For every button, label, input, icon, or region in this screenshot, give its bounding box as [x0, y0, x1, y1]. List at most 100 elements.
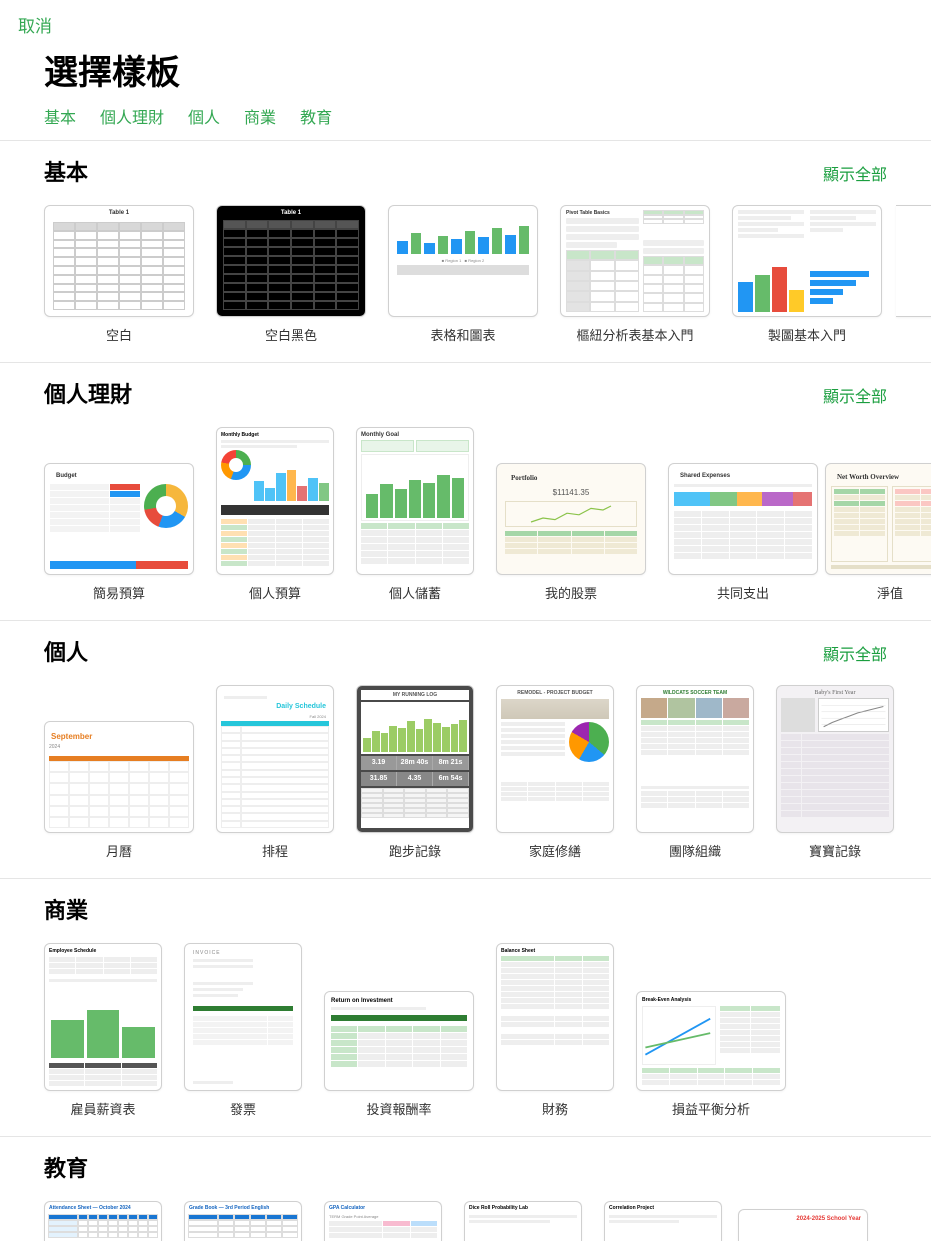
section-business: 商業 Employee Schedule 雇員薪資表 INVOICE	[0, 878, 931, 1136]
template-peek[interactable]	[904, 205, 928, 344]
page-title: 選擇樣板	[0, 37, 931, 100]
thumb-title: Table 1	[217, 206, 365, 218]
section-finance: 個人理財 顯示全部 Budget 簡易預算 Monthly Budget	[0, 362, 931, 620]
template-label: 寶寶記錄	[809, 841, 861, 860]
thumb-title: MY RUNNING LOG	[361, 690, 469, 700]
section-personal: 個人 顯示全部 September 2024 月曆 Daily Schedule…	[0, 620, 931, 878]
thumb-title: Return on Investment	[331, 998, 467, 1004]
schedule-sub: Fall 2024	[221, 714, 329, 721]
tab-basic[interactable]: 基本	[44, 104, 76, 128]
show-all-finance[interactable]: 顯示全部	[823, 383, 887, 407]
template-label: 我的股票	[545, 583, 597, 602]
section-title-education: 教育	[44, 1151, 88, 1183]
template-savings[interactable]: Monthly Goal 個人儲蓄	[356, 427, 474, 602]
template-label: 淨值	[877, 583, 903, 602]
template-team-roster[interactable]: WILDCATS SOCCER TEAM 團隊組織	[636, 685, 754, 860]
show-all-personal[interactable]: 顯示全部	[823, 641, 887, 665]
thumb-title: Daily Schedule	[221, 699, 329, 714]
section-title-basic: 基本	[44, 155, 88, 187]
show-all-basic[interactable]: 顯示全部	[823, 161, 887, 185]
template-label: 跑步記錄	[389, 841, 441, 860]
template-employee-schedule[interactable]: Employee Schedule 雇員薪資表	[44, 943, 162, 1118]
portfolio-amount: $11141.35	[505, 488, 637, 497]
thumb-title: Portfolio	[505, 470, 637, 484]
template-label: 個人預算	[249, 583, 301, 602]
template-charts-tables[interactable]: ■ Region 1 ■ Region 2 表格和圖表	[388, 205, 538, 344]
template-gradebook[interactable]: Grade Book — 3rd Period English	[184, 1201, 302, 1241]
tab-education[interactable]: 教育	[300, 104, 332, 128]
section-education: 教育 Attendance Sheet — October 2024 Grade…	[0, 1136, 931, 1251]
template-label: 製圖基本入門	[768, 325, 846, 344]
thumb-title: REMODEL - PROJECT BUDGET	[501, 690, 609, 696]
template-attendance[interactable]: Attendance Sheet — October 2024	[44, 1201, 162, 1241]
template-label: 團隊組織	[669, 841, 721, 860]
template-label: 月曆	[106, 841, 132, 860]
thumb-title: Employee Schedule	[49, 948, 157, 954]
template-label: 發票	[230, 1099, 256, 1118]
tab-personal[interactable]: 個人	[188, 104, 220, 128]
template-calendar[interactable]: September 2024 月曆	[44, 685, 194, 860]
thumb-title: Attendance Sheet — October 2024	[45, 1202, 161, 1214]
template-label: 投資報酬率	[366, 1099, 431, 1118]
template-label: 財務	[542, 1099, 568, 1118]
template-schedule[interactable]: Daily Schedule Fall 2024 排程	[216, 685, 334, 860]
template-label: 個人儲蓄	[389, 583, 441, 602]
thumb-title: Net Worth Overview	[831, 469, 931, 483]
template-balance-sheet[interactable]: Balance Sheet 財務	[496, 943, 614, 1118]
cancel-button[interactable]: 取消	[18, 12, 52, 37]
template-school-year[interactable]: 2024-2025 School Year	[744, 1201, 862, 1241]
thumb-title: Budget	[50, 469, 188, 481]
template-dice[interactable]: Dice Roll Probability Lab	[464, 1201, 582, 1241]
template-label: 排程	[262, 841, 288, 860]
thumb-title: Correlation Project	[605, 1202, 721, 1214]
tab-finance[interactable]: 個人理財	[100, 104, 164, 128]
template-label: 表格和圖表	[430, 325, 495, 344]
calendar-year: 2024	[49, 744, 189, 750]
thumb-title: INVOICE	[193, 950, 293, 956]
template-label: 簡易預算	[93, 583, 145, 602]
template-label: 空白黑色	[265, 325, 317, 344]
section-title-finance: 個人理財	[44, 377, 132, 409]
template-label: 雇員薪資表	[70, 1099, 135, 1118]
thumb-title: Dice Roll Probability Lab	[465, 1202, 581, 1214]
pie-chart	[569, 722, 609, 762]
donut-chart	[144, 484, 188, 528]
template-charting-basics[interactable]: 製圖基本入門	[732, 205, 882, 344]
category-tabs: 基本 個人理財 個人 商業 教育	[0, 100, 931, 140]
thumb-title: GPA Calculator	[325, 1202, 441, 1214]
template-label: 家庭修繕	[529, 841, 581, 860]
thumb-title: WILDCATS SOCCER TEAM	[641, 690, 749, 696]
template-gpa[interactable]: GPA Calculator TERM Grade Point Average	[324, 1201, 442, 1241]
thumb-title: Monthly Budget	[221, 432, 329, 438]
template-simple-budget[interactable]: Budget 簡易預算	[44, 427, 194, 602]
template-roi[interactable]: Return on Investment 投資報酬率	[324, 943, 474, 1118]
thumb-title: Baby's First Year	[781, 690, 889, 696]
template-break-even[interactable]: Break-Even Analysis 損益平衡分析	[636, 943, 786, 1118]
template-running-log[interactable]: MY RUNNING LOG 3.1928m 40s8m 21s 31.854.…	[356, 685, 474, 860]
template-pivot[interactable]: Pivot Table Basics 樞紐分析表基本入門	[560, 205, 710, 344]
thumb-title: Balance Sheet	[501, 948, 609, 954]
thumb-title: Shared Expenses	[674, 469, 812, 481]
template-baby-log[interactable]: Baby's First Year 寶寶記錄	[776, 685, 894, 860]
template-blank[interactable]: Table 1 空白	[44, 205, 194, 344]
template-shared-expenses[interactable]: Shared Expenses 共同支出	[668, 427, 818, 602]
template-portfolio[interactable]: Portfolio $11141.35 我的股票	[496, 427, 646, 602]
calendar-month: September	[49, 726, 94, 743]
thumb-title: Monthly Goal	[361, 432, 469, 438]
template-label: 損益平衡分析	[672, 1099, 750, 1118]
template-blank-dark[interactable]: Table 1 空白黑色	[216, 205, 366, 344]
thumb-title: 2024-2025 School Year	[745, 1216, 861, 1222]
template-personal-budget[interactable]: Monthly Budget 個人預算	[216, 427, 334, 602]
template-label: 共同支出	[717, 583, 769, 602]
template-correlation[interactable]: Correlation Project	[604, 1201, 722, 1241]
thumb-title: Grade Book — 3rd Period English	[185, 1202, 301, 1214]
section-title-business: 商業	[44, 893, 88, 925]
template-home-remodel[interactable]: REMODEL - PROJECT BUDGET 家庭修繕	[496, 685, 614, 860]
template-invoice[interactable]: INVOICE 發票	[184, 943, 302, 1118]
donut-chart	[221, 450, 251, 480]
section-title-personal: 個人	[44, 635, 88, 667]
thumb-title: Break-Even Analysis	[642, 997, 780, 1003]
tab-business[interactable]: 商業	[244, 104, 276, 128]
template-net-worth[interactable]: Net Worth Overview 淨值	[840, 427, 931, 602]
template-label: 空白	[106, 325, 132, 344]
